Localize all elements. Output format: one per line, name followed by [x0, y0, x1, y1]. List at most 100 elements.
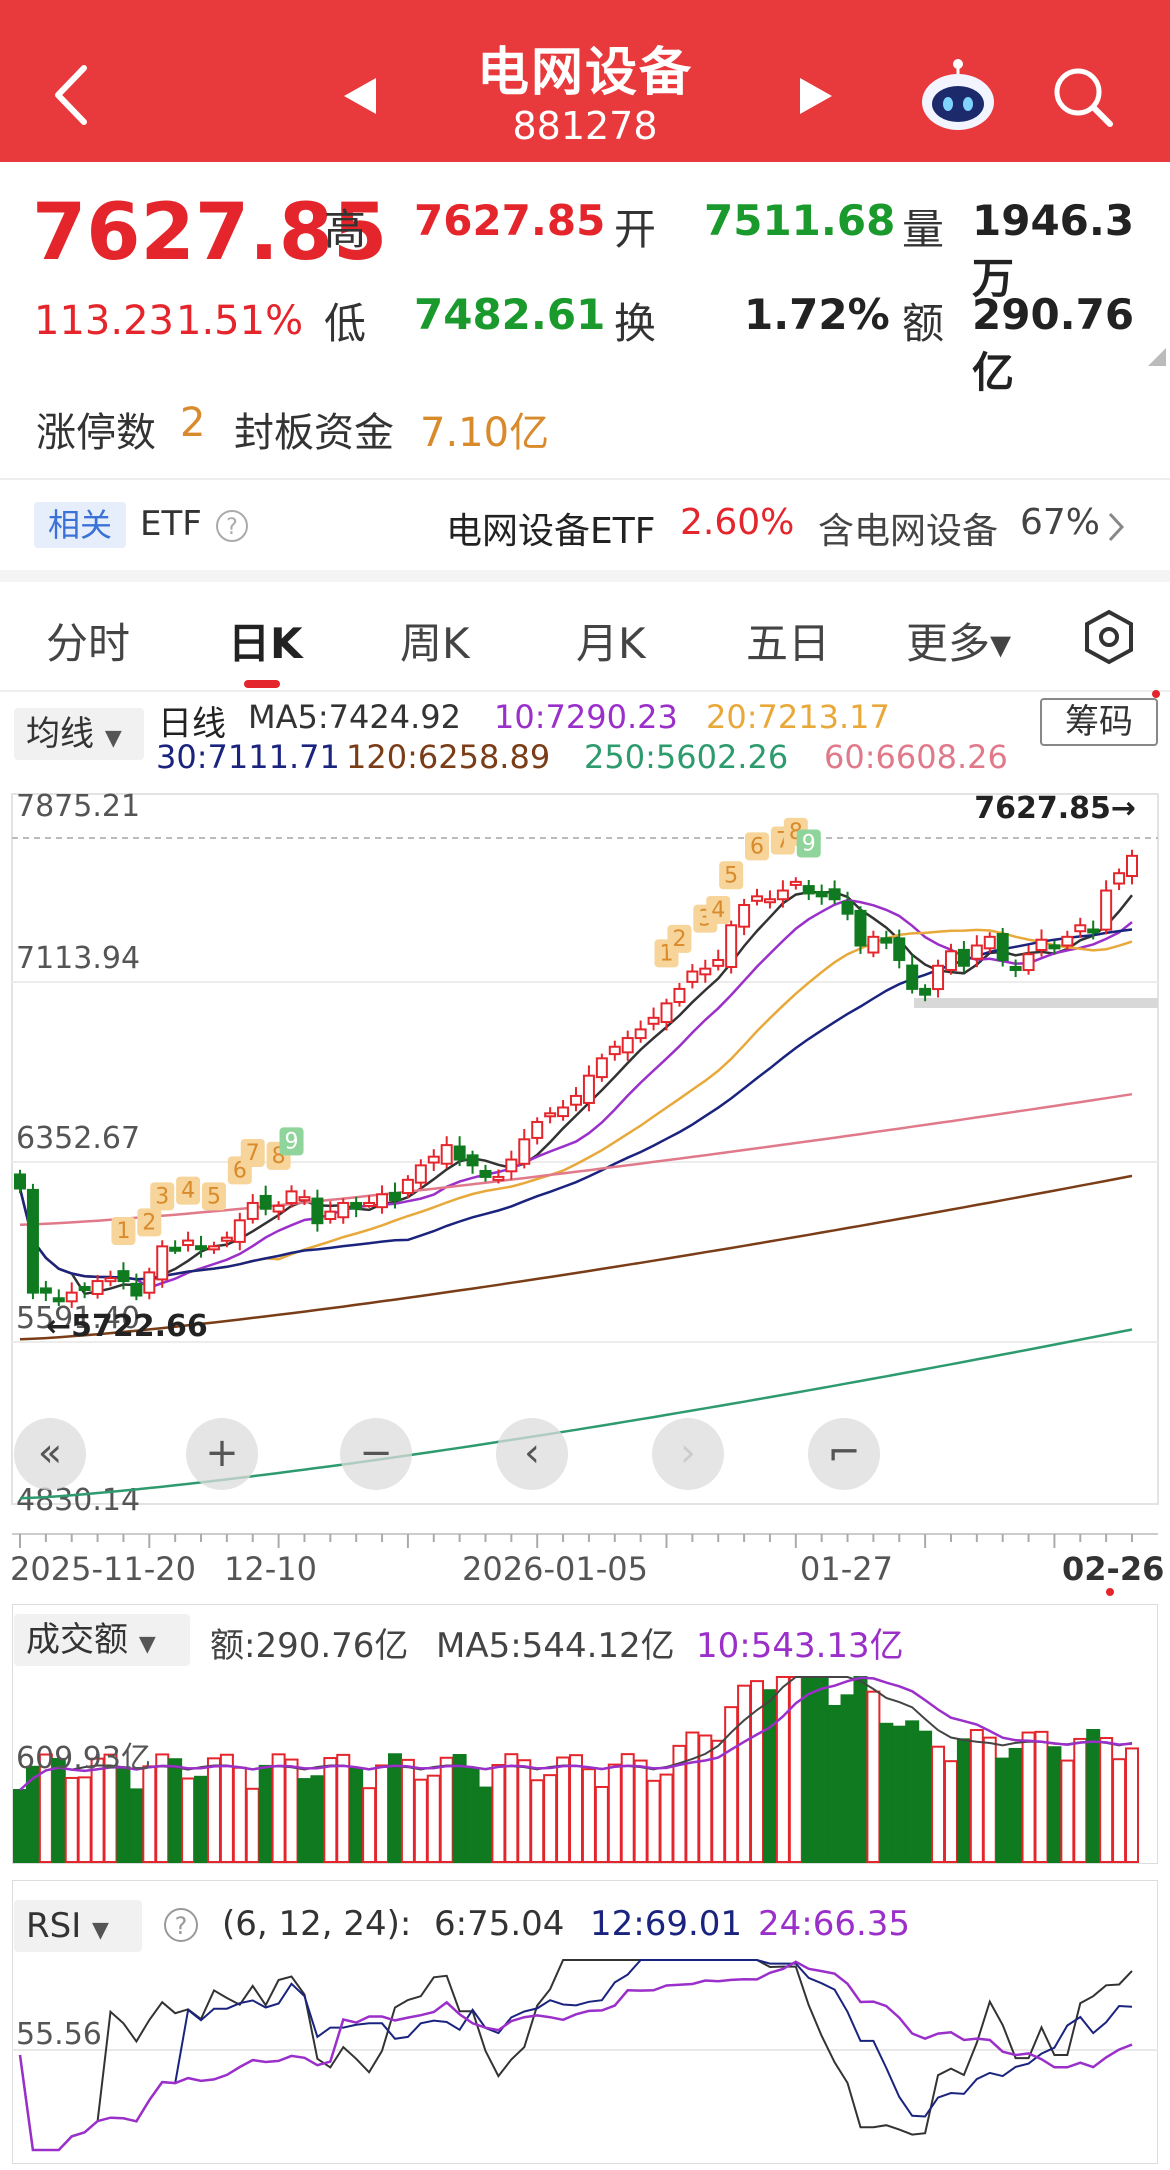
- candle-body: [130, 1282, 143, 1297]
- volume-bar: [943, 1760, 958, 1863]
- candle-body: [117, 1270, 130, 1283]
- scroll-right-button[interactable]: ›: [652, 1418, 724, 1490]
- volume-bar: [387, 1753, 402, 1863]
- volume-bar: [840, 1694, 855, 1863]
- count-marker-text: 7: [246, 1141, 260, 1166]
- volume-selector[interactable]: 成交额 ▼: [14, 1614, 190, 1666]
- count-marker-text: 5: [724, 863, 738, 888]
- low-label: 低: [324, 299, 367, 348]
- candle-body: [815, 891, 828, 898]
- candle-body: [595, 1057, 608, 1079]
- y-axis-label: 6352.67: [16, 1121, 140, 1156]
- candle-body: [182, 1239, 195, 1247]
- candle-body: [311, 1197, 324, 1225]
- candle-body: [802, 885, 815, 895]
- volume-bars: [13, 1676, 1139, 1864]
- tab-intraday[interactable]: 分时: [46, 619, 131, 668]
- svg-text:?: ?: [226, 515, 238, 540]
- candle-body: [26, 1188, 39, 1294]
- high-value: 7627.85: [414, 196, 606, 245]
- candle-body: [388, 1191, 401, 1202]
- volume-bar: [77, 1776, 92, 1863]
- fullscreen-button[interactable]: ⌐: [808, 1418, 880, 1490]
- question-circle-icon[interactable]: ?: [214, 508, 250, 544]
- svg-text:?: ?: [175, 1912, 188, 1940]
- tab-more[interactable]: 更多▾: [906, 619, 1012, 668]
- candle-body: [957, 948, 970, 967]
- volume-bar: [633, 1759, 648, 1863]
- volume-bar: [814, 1678, 829, 1864]
- chip-distribution-button[interactable]: 筹码: [1040, 698, 1158, 746]
- scroll-left-fast-button[interactable]: «: [14, 1418, 86, 1490]
- volume-bar: [646, 1779, 661, 1863]
- ma-line: [18, 898, 1133, 1290]
- candle-body: [1074, 924, 1087, 933]
- zoom-in-button[interactable]: +: [186, 1418, 258, 1490]
- volume-value: 1946.3万: [972, 196, 1135, 303]
- volume-bar: [491, 1764, 506, 1863]
- volume-label: 量: [902, 205, 945, 254]
- candle-body: [518, 1138, 531, 1165]
- scroll-left-button[interactable]: ‹: [496, 1418, 568, 1490]
- rsi-selector[interactable]: RSI ▼: [14, 1900, 142, 1952]
- candle-body: [39, 1287, 52, 1294]
- tab-weekly-k[interactable]: 周K: [400, 619, 470, 668]
- candle-body: [78, 1286, 91, 1292]
- candle-body: [492, 1175, 505, 1181]
- candle-body: [686, 970, 699, 983]
- candle-body: [246, 1201, 259, 1220]
- candle-body: [621, 1037, 634, 1054]
- tab-daily-k[interactable]: 日K: [228, 619, 303, 668]
- volume-bar: [116, 1766, 131, 1863]
- volume-bar: [931, 1745, 946, 1863]
- candle-body: [841, 901, 854, 915]
- expand-corner-icon[interactable]: [1148, 348, 1166, 366]
- chevron-left-icon[interactable]: [46, 60, 96, 130]
- candle-body: [828, 888, 841, 901]
- candle-body: [401, 1178, 414, 1195]
- candle-body: [440, 1144, 453, 1165]
- question-circle-icon[interactable]: ?: [162, 1906, 200, 1944]
- volume-bar: [181, 1777, 196, 1863]
- rsi-y-label: 55.56: [16, 2017, 102, 2052]
- x-label-1210: 12-10: [224, 1550, 317, 1588]
- candle-body: [919, 987, 932, 996]
- volume-bar: [1008, 1747, 1023, 1863]
- volume-chart[interactable]: 609.93亿: [0, 1660, 1170, 1868]
- triangle-right-icon[interactable]: [796, 74, 836, 118]
- candle-body: [143, 1271, 156, 1294]
- tab-five-day[interactable]: 五日: [746, 619, 831, 668]
- ma5-value: MA5:7424.92: [248, 698, 461, 736]
- candle-body: [363, 1201, 376, 1207]
- rsi-selector-label: RSI: [26, 1906, 82, 1946]
- ma-line: [19, 1328, 1133, 1500]
- volume-bar: [375, 1764, 390, 1863]
- candle-body: [738, 904, 751, 928]
- search-icon[interactable]: [1050, 64, 1116, 130]
- count-marker-text: 6: [750, 834, 764, 859]
- top-bar: 电网设备 881278: [0, 0, 1170, 162]
- volume-bar: [724, 1706, 739, 1864]
- count-marker-text: 4: [711, 898, 725, 923]
- kline-frame: [11, 793, 1159, 1505]
- etf-name: 电网设备ETF: [446, 511, 656, 552]
- high-label: 高: [324, 205, 367, 254]
- volume-bar: [232, 1766, 247, 1863]
- volume-bar: [13, 1789, 27, 1863]
- divider: [0, 478, 1170, 480]
- zoom-out-button[interactable]: −: [340, 1418, 412, 1490]
- rsi6-line: [19, 1959, 1133, 2151]
- candle-body: [337, 1201, 350, 1219]
- triangle-left-icon[interactable]: [340, 74, 380, 118]
- etf-contain-percent: 67%: [1020, 502, 1101, 543]
- hexagon-settings-icon[interactable]: [1080, 608, 1138, 666]
- page-title: 电网设备: [476, 43, 693, 103]
- rsi-chart[interactable]: 55.56: [0, 1950, 1170, 2160]
- ma-selector[interactable]: 均线 ▼: [14, 708, 144, 760]
- tab-monthly-k[interactable]: 月K: [576, 619, 646, 668]
- x-axis: 2025-11-20 12-10 2026-01-05 01-27 02-26: [10, 1533, 1164, 1596]
- volume-bar: [297, 1778, 312, 1863]
- robot-assistant-icon[interactable]: [916, 56, 1000, 136]
- candle-body: [983, 935, 996, 950]
